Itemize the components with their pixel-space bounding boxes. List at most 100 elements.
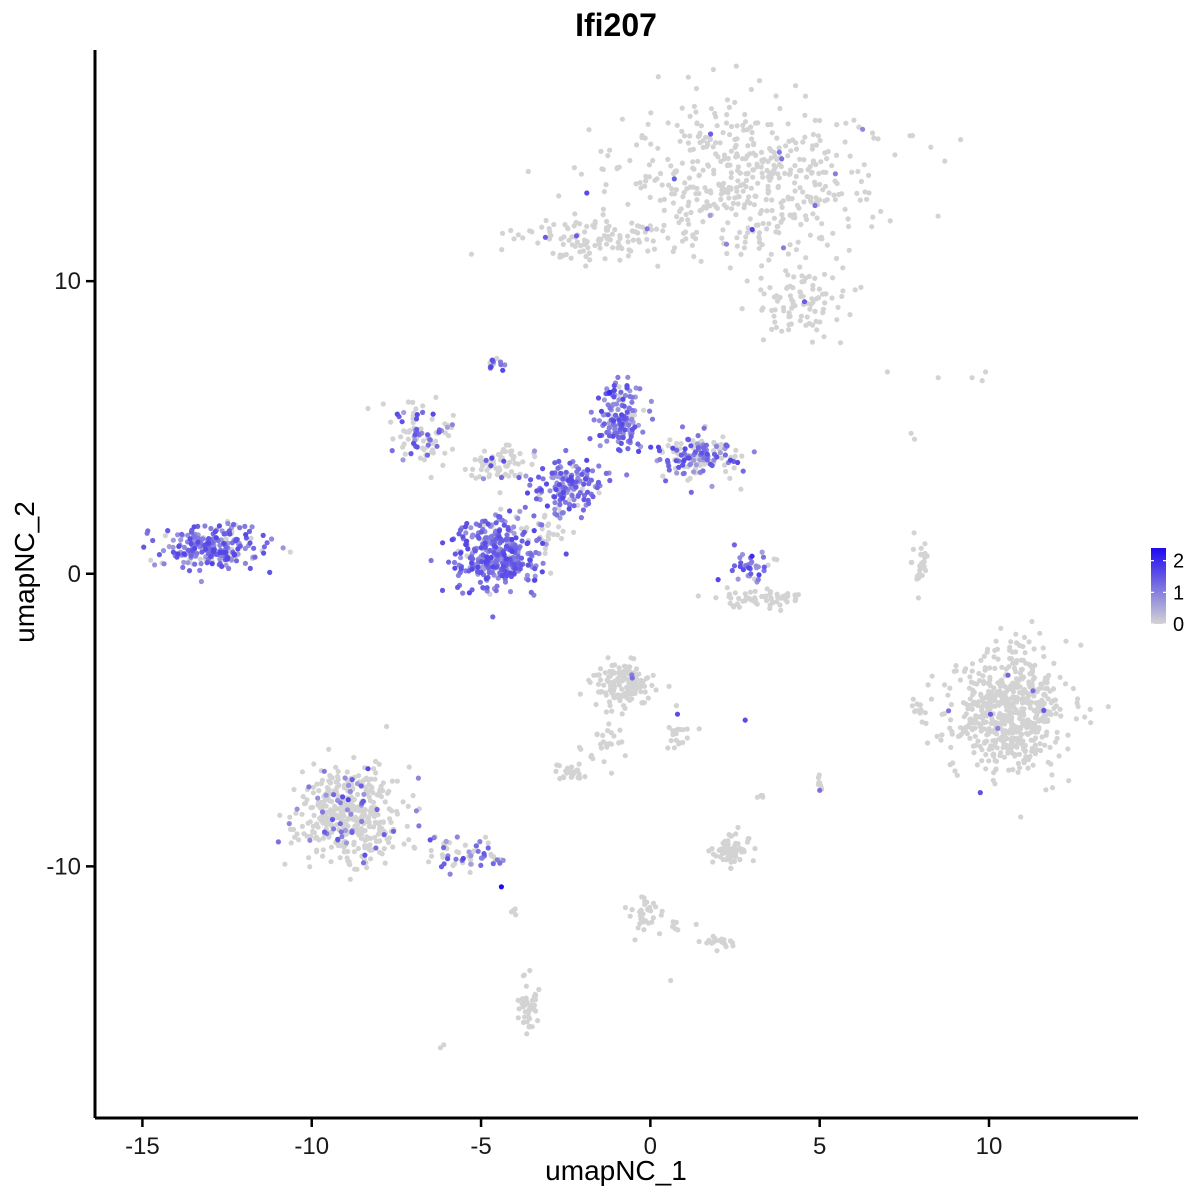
cell-point <box>786 196 792 202</box>
cell-point <box>815 295 822 301</box>
cell-point <box>817 787 823 793</box>
cell-point <box>765 122 771 128</box>
cell-point <box>501 522 507 528</box>
cell-point <box>478 569 484 575</box>
cell-point <box>697 139 703 146</box>
cell-point <box>729 567 735 574</box>
cell-point <box>505 526 511 533</box>
cell-point <box>178 537 184 543</box>
cell-point <box>980 703 986 709</box>
cell-point <box>417 455 423 461</box>
cell-point <box>1005 750 1011 756</box>
cell-point <box>731 563 738 569</box>
cell-point <box>1036 704 1042 710</box>
cell-point <box>1007 727 1013 734</box>
cell-point <box>445 856 451 862</box>
cell-point <box>690 438 696 444</box>
cell-point <box>786 322 792 328</box>
cell-point <box>606 721 612 727</box>
cell-point <box>603 470 609 476</box>
cell-point <box>364 865 370 871</box>
cell-point <box>230 521 237 528</box>
cell-point <box>527 557 533 563</box>
cell-point <box>571 497 577 503</box>
cell-point <box>306 784 312 790</box>
cell-point <box>928 144 934 150</box>
cell-point <box>536 536 542 542</box>
cell-point <box>808 199 814 205</box>
cell-point <box>141 544 147 550</box>
cell-point <box>525 1009 532 1016</box>
cell-point <box>764 226 770 232</box>
cell-point <box>454 834 460 840</box>
cell-point <box>734 235 740 241</box>
cell-point <box>611 418 617 424</box>
cell-point <box>560 495 566 501</box>
cell-point <box>440 462 446 468</box>
cell-point <box>342 775 348 781</box>
cell-point <box>512 565 519 572</box>
cell-point <box>546 521 552 527</box>
cell-point <box>252 554 258 560</box>
cell-point <box>728 865 734 871</box>
cell-point <box>605 655 611 661</box>
cell-point <box>917 563 923 569</box>
cell-point <box>1006 767 1012 773</box>
cell-point <box>1022 650 1028 656</box>
cell-point <box>967 735 973 741</box>
cell-point <box>348 811 354 817</box>
cell-point <box>726 832 732 838</box>
cell-point <box>640 911 646 917</box>
cell-point <box>821 334 827 340</box>
cell-point <box>781 305 787 311</box>
cell-point <box>733 447 739 453</box>
y-tick-label: -10 <box>46 853 81 880</box>
cell-point <box>1037 630 1043 636</box>
cell-point <box>528 589 534 596</box>
cell-point <box>782 170 788 176</box>
cell-point <box>759 549 765 555</box>
cell-point <box>504 560 510 566</box>
cell-point <box>558 470 564 476</box>
cell-point <box>748 185 755 191</box>
cell-point <box>847 312 853 318</box>
cell-point <box>506 459 513 465</box>
cell-point <box>399 419 405 425</box>
cell-point <box>779 204 785 210</box>
cell-point <box>738 251 744 257</box>
cell-point <box>708 131 714 137</box>
cell-point <box>376 761 382 767</box>
cell-point <box>351 839 357 845</box>
cell-point <box>735 459 741 466</box>
cell-point <box>804 193 810 200</box>
cell-point <box>792 180 798 186</box>
cell-point <box>536 474 542 480</box>
cell-point <box>338 829 344 835</box>
cell-point <box>683 236 689 242</box>
cell-point <box>402 451 408 457</box>
cell-point <box>843 120 849 126</box>
cell-point <box>734 123 740 129</box>
cell-point <box>588 477 595 483</box>
cell-point <box>700 468 706 474</box>
cell-point <box>767 285 773 291</box>
cell-point <box>750 167 757 173</box>
cell-point <box>983 369 989 375</box>
cell-point <box>630 690 637 697</box>
cell-point <box>976 670 982 677</box>
cell-point <box>738 182 744 189</box>
cell-point <box>810 282 816 288</box>
x-axis: -15 -10 -5 0 5 10 <box>95 1116 1138 1160</box>
cell-point <box>696 173 702 179</box>
cell-point <box>772 319 778 325</box>
cell-point <box>473 843 479 849</box>
cell-point <box>734 243 740 249</box>
cell-point <box>1041 707 1047 714</box>
cell-point <box>543 481 550 487</box>
cell-point <box>603 709 610 715</box>
cell-point <box>1029 671 1035 677</box>
cell-point <box>726 850 732 856</box>
cell-point <box>907 133 913 139</box>
cell-point <box>598 689 605 695</box>
cell-point <box>709 483 715 489</box>
